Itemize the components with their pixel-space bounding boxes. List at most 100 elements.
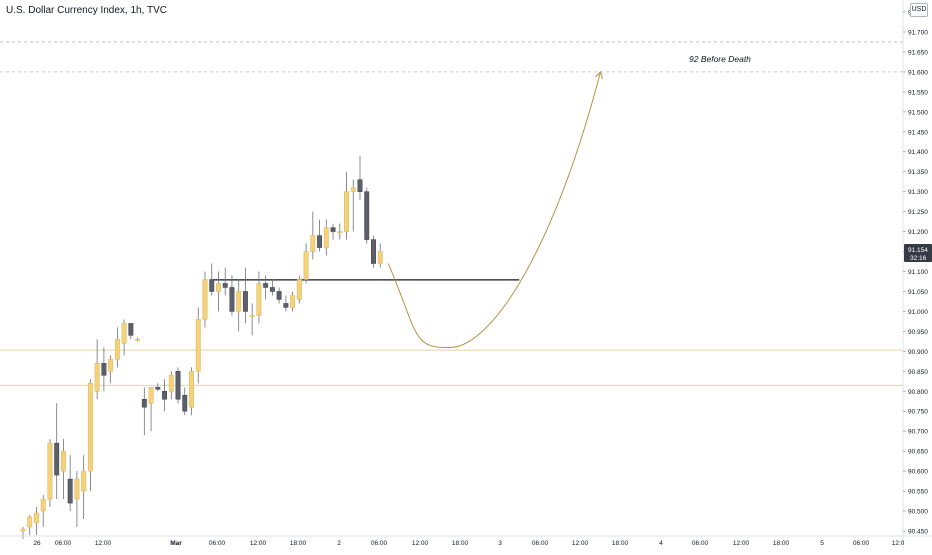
candle-body [121,323,127,344]
candle [155,383,161,392]
candle-body [202,279,208,320]
candle-body [40,498,46,512]
price-lines [0,41,903,386]
candle-body [195,319,201,372]
price-tick-label: 90.450 [908,529,928,536]
candle-body [148,387,154,404]
annotation-label: 92 Before Death [689,54,751,64]
time-axis-label: Mar [170,540,182,547]
candle [236,279,242,332]
time-axis-label: 12:0 [892,540,905,547]
price-tick-label: 90.550 [908,489,928,496]
candle [222,267,228,296]
candle [67,455,73,512]
candle [175,367,181,404]
candle [371,235,376,268]
candle [256,271,262,324]
price-tick-label: 90.600 [908,469,928,476]
candle [121,319,127,356]
candle [350,179,356,232]
candle [182,387,188,416]
candle-body [128,323,134,336]
candle-body [371,239,376,264]
candle [377,243,383,268]
candle-body [141,399,147,408]
candle [114,327,120,368]
price-tick-label: 90.500 [908,509,928,516]
price-tick-label: 91.000 [908,309,928,316]
candle-body [296,279,302,300]
candle-body [47,442,53,500]
projection-arrowhead [595,70,603,80]
price-tick-label: 90.900 [908,349,928,356]
candle [128,323,134,340]
candle-body [155,387,161,390]
candle-body [249,315,255,317]
candle [101,347,107,392]
time-axis-label: 12:00 [95,540,112,547]
candle [54,403,60,500]
candle-body [276,291,282,300]
candle-body [222,283,228,288]
candle-body [242,291,248,312]
candle-body [377,251,383,264]
candle [40,495,46,528]
candle [135,337,141,342]
candle [263,275,269,300]
candle [148,387,154,432]
candle [81,455,87,520]
price-tick-label: 90.700 [908,429,928,436]
price-tick-label: 91.500 [908,109,928,116]
chart-title: U.S. Dollar Currency Index, 1h, TVC [6,5,167,16]
candle-body [229,287,235,312]
time-axis-label: 12:00 [572,540,589,547]
candle-body [20,528,26,532]
time-axis: 26 06:00 12:00 Mar 06:00 12:00 18:00 2 06:00 12:0… [0,535,932,547]
time-axis-label: 18:00 [452,540,469,547]
candle-body [27,516,33,528]
candle-body [108,359,114,372]
candle-body [236,291,242,312]
candle-body [87,383,93,472]
price-tick-label: 91.400 [908,149,928,156]
candle [229,275,235,316]
candle-body [94,363,100,392]
candle [34,507,39,535]
time-axis-label: 18:00 [612,540,629,547]
candles [20,155,383,539]
price-tick-label: 91.350 [908,169,928,176]
candle [216,271,221,312]
candle [162,379,167,412]
price-tick-label: 91.650 [908,49,928,56]
candle [202,271,208,328]
time-axis-label: 26 [33,540,41,547]
price-tick-label: 91.600 [908,69,928,76]
candle-body [357,179,363,192]
time-axis-label: 2 [337,540,341,547]
last-price-marker [904,243,932,262]
time-axis-label: 3 [498,540,502,547]
candle-body [209,279,215,292]
candle [195,307,201,384]
candle-body [310,235,316,252]
price-tick-label: 90.850 [908,369,928,376]
candle-body [283,303,289,308]
candle-body [290,295,296,308]
last-price-label: 91.154 [908,247,928,254]
candle [290,291,296,312]
candle-body [189,371,194,408]
candle-body [81,470,87,492]
time-axis-label: 06:00 [371,540,388,547]
currency-badge[interactable]: USD [910,3,928,17]
candle [317,219,323,252]
candle [47,439,53,508]
price-tick-label: 91.250 [908,209,928,216]
candle-body [101,363,107,376]
candle [269,279,275,296]
time-axis-label: 06:00 [532,540,549,547]
time-axis-label: 18:00 [290,540,307,547]
candle [189,367,194,416]
candle [94,339,100,400]
